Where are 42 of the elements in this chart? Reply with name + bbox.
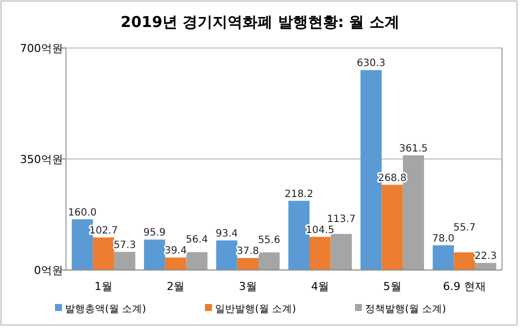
bar	[475, 262, 496, 270]
data-label: 113.7	[326, 214, 356, 225]
data-label: 56.4	[186, 234, 208, 246]
data-label: 160.0	[68, 207, 97, 218]
data-label: 630.3	[356, 58, 386, 70]
data-label: 22.3	[474, 250, 497, 262]
x-tick-label: 5월	[383, 280, 402, 293]
data-label: 93.4	[216, 228, 238, 240]
data-label: 95.9	[143, 228, 166, 239]
bar	[432, 245, 454, 270]
bar	[330, 234, 352, 270]
bar	[144, 240, 166, 270]
bar	[165, 258, 186, 270]
y-tick-label: 0억원	[34, 264, 63, 277]
data-label: 57.3	[114, 240, 136, 251]
x-tick-label: 3월	[238, 280, 257, 293]
data-label: 37.8	[236, 246, 260, 258]
bar	[310, 236, 331, 270]
bar	[216, 240, 238, 270]
chart-title: 2019년 경기지역화폐 발행현황: 월 소계	[120, 13, 400, 31]
x-tick-label: 2월	[166, 280, 185, 293]
x-tick-label: 6.9 현재	[442, 280, 486, 293]
data-label: 361.5	[399, 143, 428, 154]
y-tick-label: 350억원	[20, 152, 63, 166]
data-label: 39.4	[164, 246, 187, 257]
data-label: 55.6	[258, 235, 280, 246]
data-label: 78.0	[432, 233, 454, 244]
bar	[92, 237, 114, 270]
legend-label: 일반발행(월 소계)	[215, 304, 296, 315]
data-label: 55.7	[453, 222, 476, 234]
bar	[382, 184, 403, 270]
bar	[186, 252, 208, 270]
bar	[454, 252, 476, 270]
bar	[258, 252, 280, 270]
legend-label: 발행총액(월 소계)	[65, 304, 146, 315]
data-label: 218.2	[284, 188, 314, 200]
bar	[114, 252, 136, 270]
x-tick-label: 4월	[311, 280, 330, 293]
y-tick-label: 700억원	[20, 42, 63, 55]
bar	[237, 258, 258, 270]
x-tick-label: 1월	[94, 280, 113, 293]
legend-label: 정책발행(월 소계)	[365, 304, 446, 315]
